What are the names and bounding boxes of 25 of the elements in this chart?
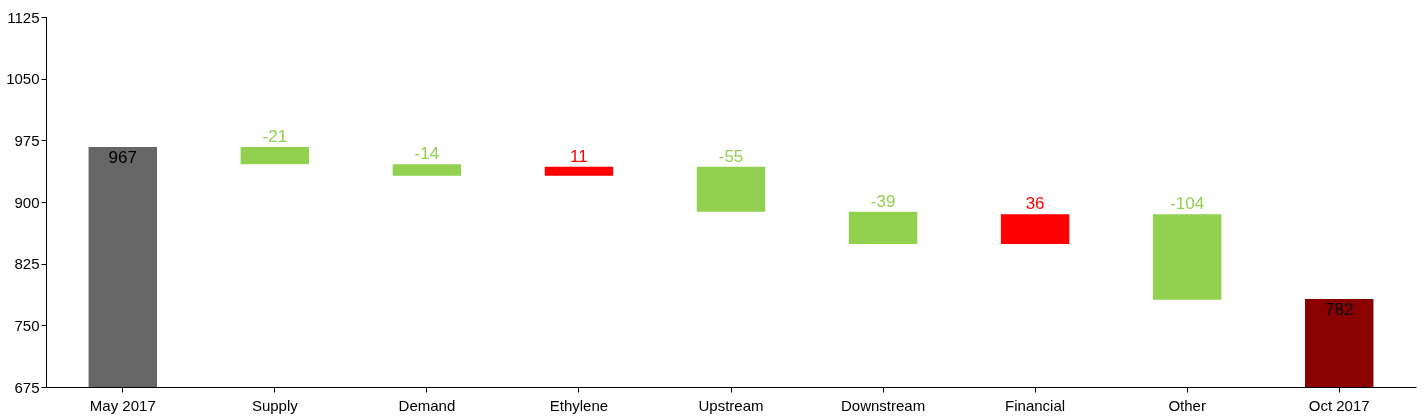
data-label: -14: [414, 144, 440, 164]
x-tick-label: Downstream: [840, 396, 926, 414]
x-tick-label: Ethylene: [549, 396, 609, 414]
data-label: 11: [570, 146, 588, 166]
y-tick-label: 750: [14, 316, 40, 334]
x-tick-label: May 2017: [89, 396, 156, 414]
y-tick-label: 975: [14, 131, 40, 149]
y-tick-label: 1050: [6, 70, 40, 88]
x-tick-label: Financial: [1005, 396, 1066, 414]
data-label: 782: [1325, 300, 1354, 320]
x-tick-label: Oct 2017: [1308, 396, 1370, 414]
x-tick-label: Upstream: [698, 396, 764, 414]
data-label: 36: [1025, 194, 1045, 214]
x-tick-label: Demand: [398, 396, 456, 414]
x-tick-label: Other: [1168, 396, 1206, 414]
x-tick-label: Supply: [251, 396, 299, 414]
data-label: -55: [718, 146, 744, 166]
data-label: -21: [262, 126, 288, 146]
y-tick-label: 1125: [7, 8, 40, 26]
data-label: -104: [1170, 194, 1205, 214]
y-tick-label: 900: [14, 193, 40, 211]
y-tick-label: 675: [14, 378, 40, 396]
data-label: 967: [108, 147, 137, 167]
y-tick-label: 825: [14, 255, 40, 273]
data-label: -39: [870, 191, 896, 211]
